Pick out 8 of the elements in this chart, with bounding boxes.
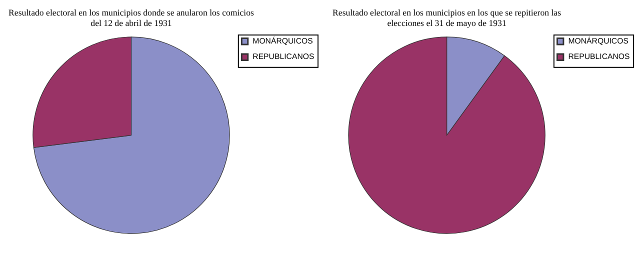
legend-label: MONÁRQUICOS [252, 36, 313, 46]
pie-slice [33, 36, 230, 234]
chart-title: Resultado electoral en los municipios donde se anularon los comicios del 12 de abril de 1931 [8, 7, 255, 28]
legend-label: REPUBLICANOS [252, 52, 314, 62]
legend-label: REPUBLICANOS [568, 52, 630, 62]
pie-slice [348, 36, 546, 234]
chart-title: Resultado electoral en los municipios en los que se repitieron las elecciones el 31 de mayo de 1931 [332, 7, 562, 28]
legend-label: MONÁRQUICOS [568, 36, 628, 46]
